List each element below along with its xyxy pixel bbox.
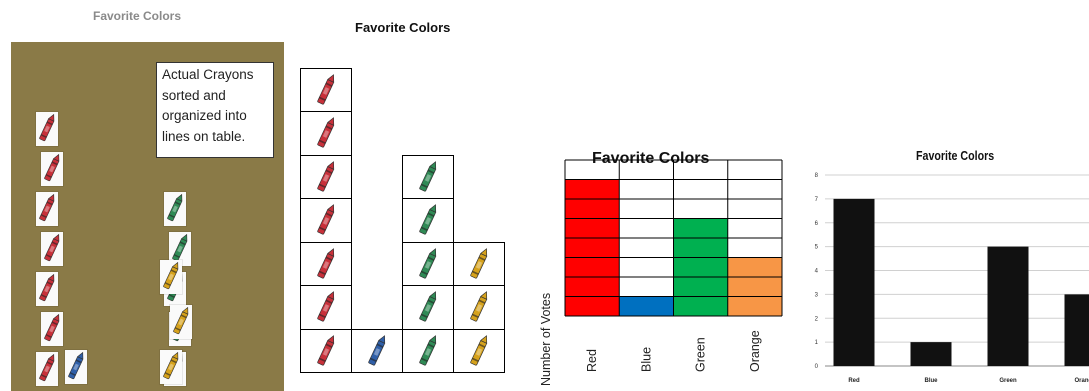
pictograph-cell-green <box>402 285 454 330</box>
y-tick-label: 3 <box>815 292 819 298</box>
note-line: lines on table. <box>162 128 246 144</box>
chart4-title: Favorite Colors <box>916 148 995 163</box>
crayon-orange <box>160 350 182 384</box>
y-tick-label: 5 <box>815 245 819 251</box>
y-tick-label: 7 <box>815 197 819 203</box>
bar-green <box>673 218 728 316</box>
y-tick-label: 0 <box>815 364 819 370</box>
crayon-red <box>36 272 58 306</box>
note-line: Actual Crayons <box>162 67 254 82</box>
bar-green <box>987 246 1029 366</box>
black-bar-chart: 0 1 2 3 4 5 6 7 8 Red Blue Green Orange <box>815 173 1089 384</box>
crayon-red <box>36 352 58 386</box>
pictograph-cell-green <box>402 241 454 286</box>
pictograph-cell-red <box>300 67 352 112</box>
y-tick-label: 6 <box>815 221 819 227</box>
x-tick-label-blue: Blue <box>639 347 653 372</box>
bar-blue <box>619 296 674 316</box>
pictograph-cell-green <box>402 198 454 243</box>
pictograph-cell-red <box>300 241 352 286</box>
pictograph-cell-orange <box>453 285 505 330</box>
bar-orange <box>1064 294 1089 366</box>
crayon-green <box>164 192 186 226</box>
crayon-red <box>36 192 58 226</box>
y-tick-label: 2 <box>815 316 819 322</box>
crayon-orange <box>170 305 192 339</box>
crayon-green <box>169 232 191 266</box>
y-tick-label: 1 <box>815 340 819 346</box>
bar-blue <box>910 342 952 366</box>
y-tick-label: 4 <box>815 269 819 275</box>
note-line: organized into <box>162 108 247 123</box>
box-bar-chart: Number of Votes Red Blue Green Orange <box>539 159 783 386</box>
chart3-y-axis-label: Number of Votes <box>539 293 553 386</box>
bar-red <box>565 179 620 316</box>
x-tick-label-orange: Orange <box>748 330 762 372</box>
pictograph-cell-orange <box>453 241 505 286</box>
crayon-orange <box>160 260 182 294</box>
bar-red <box>833 198 875 366</box>
crayon-blue <box>65 350 87 384</box>
x-tick-label-green: Green <box>694 337 708 372</box>
x-tick-label-blue: Blue <box>924 378 938 384</box>
pictograph-cell-red <box>300 198 352 243</box>
chart3-title: Favorite Colors <box>592 150 710 167</box>
pictograph-cell-red <box>300 328 352 373</box>
pictograph-cell-red <box>300 111 352 156</box>
chart2-title: Favorite Colors <box>355 20 451 35</box>
pictograph-cell-orange <box>453 328 505 373</box>
pictograph-cell-green <box>402 154 454 199</box>
crayon-red <box>41 152 63 186</box>
x-tick-label-red: Red <box>585 349 599 372</box>
chart1-title: Favorite Colors <box>93 9 182 23</box>
pictograph-cell-blue <box>351 328 403 373</box>
bar-orange <box>727 257 782 316</box>
y-tick-label: 8 <box>815 173 819 179</box>
x-tick-label-red: Red <box>848 378 860 384</box>
crayon-note: Actual Crayons sorted and organized into… <box>156 62 274 158</box>
crayon-red <box>36 112 58 146</box>
x-tick-label-green: Green <box>999 378 1017 384</box>
x-tick-label-orange: Orange <box>1074 378 1089 384</box>
pictograph-cell-green <box>402 328 454 373</box>
crayon-red <box>41 312 63 346</box>
pictograph-cell-red <box>300 154 352 199</box>
pictograph-cell-red <box>300 285 352 330</box>
note-line: sorted and <box>162 87 226 103</box>
crayon-red <box>41 232 63 266</box>
